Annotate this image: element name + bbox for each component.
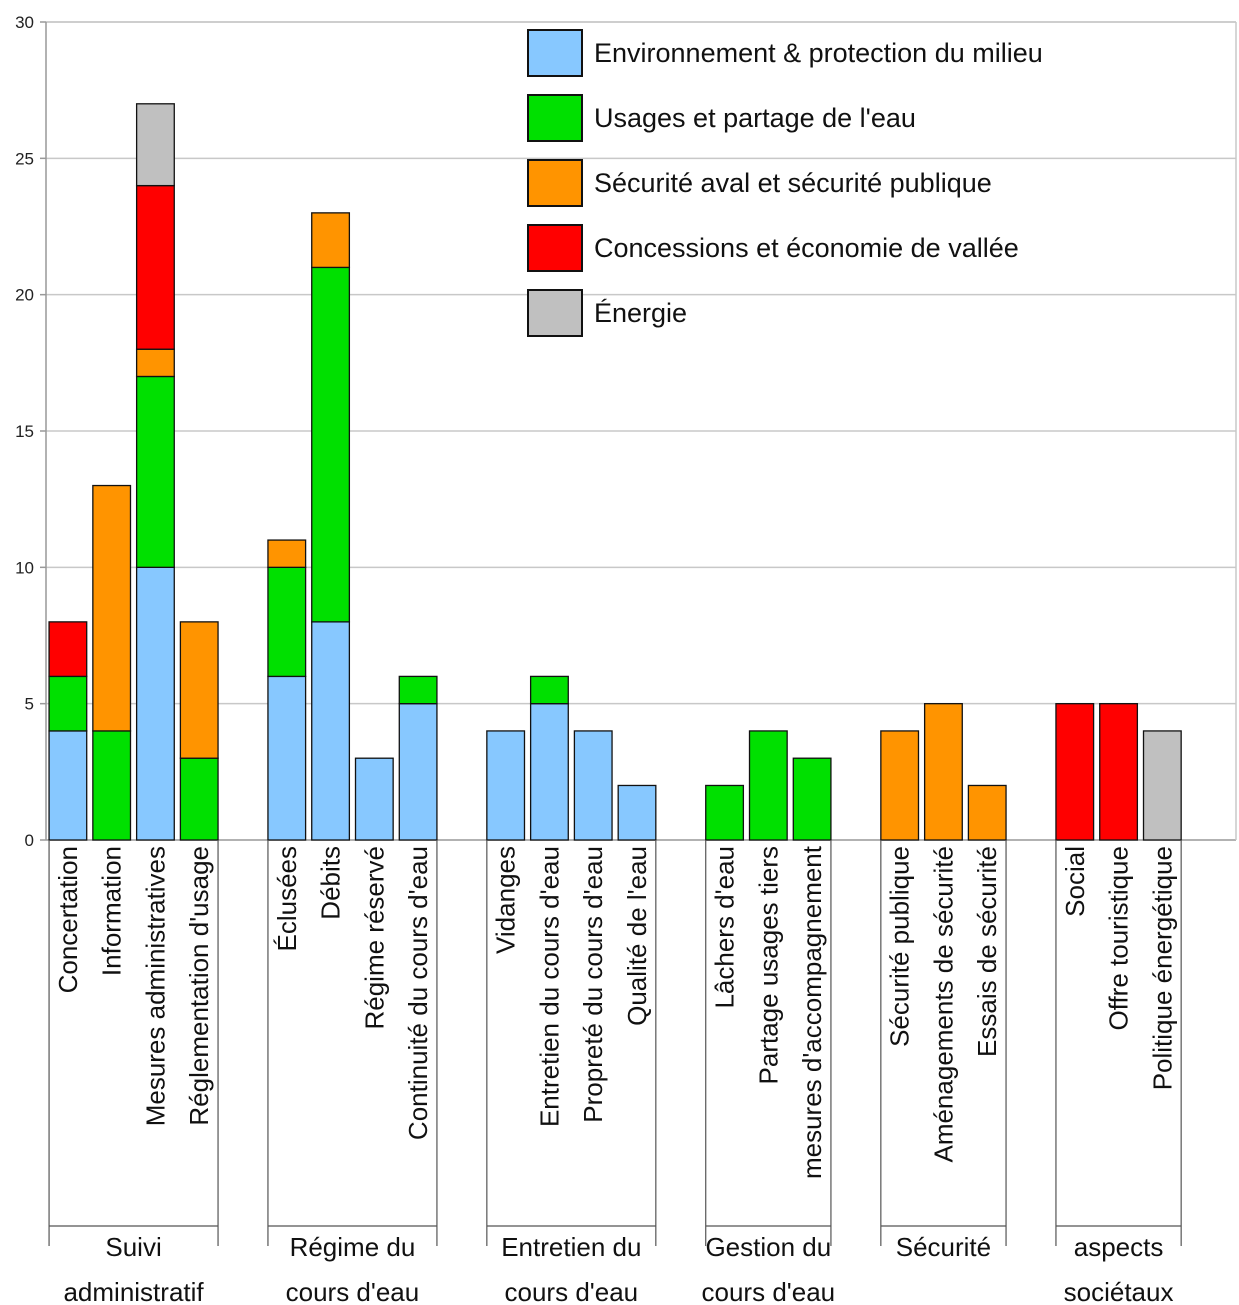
x-tick-label-eclusees: Éclusées xyxy=(272,846,302,952)
group-label-cours-d-eau: cours d'eau xyxy=(702,1277,836,1305)
legend-swatch-concessions-et-economie-de-vallee xyxy=(527,224,583,272)
group-label-aspects: aspects xyxy=(1074,1232,1164,1262)
group-label-securite: Sécurité xyxy=(896,1232,991,1262)
bar-essais-de-securite-securite-aval-et-securite-publique xyxy=(967,784,1007,841)
bar-mesures-administratives-securite-aval-et-securite-publique xyxy=(135,348,175,378)
bar-information-usages-et-partage-de-l-eau xyxy=(92,730,132,841)
bar-entretien-du-cours-d-eau-usages-et-partage-de-l-eau xyxy=(529,675,569,705)
bar-mesures-administratives-environnement-protection-du-milieu xyxy=(135,566,175,841)
x-tick-label-mesures-administratives: Mesures administratives xyxy=(140,846,170,1126)
bar-social-concessions-et-economie-de-vallee xyxy=(1055,703,1095,841)
legend-label-usages-et-partage-de-l-eau: Usages et partage de l'eau xyxy=(594,103,916,133)
bar-entretien-du-cours-d-eau-environnement-protection-du-milieu xyxy=(529,703,569,841)
bar-continuite-du-cours-d-eau-environnement-protection-du-milieu xyxy=(398,703,438,841)
legend-label-environnement-protection-du-milieu: Environnement & protection du milieu xyxy=(594,38,1043,68)
bar-mesures-d-accompagnement-usages-et-partage-de-l-eau xyxy=(792,757,832,841)
x-tick-label-vidanges: Vidanges xyxy=(491,846,521,954)
legend-label-energie: Énergie xyxy=(594,298,687,328)
bar-debits-usages-et-partage-de-l-eau xyxy=(311,266,351,623)
group-label-cours-d-eau: cours d'eau xyxy=(505,1277,639,1305)
x-tick-label-offre-touristique: Offre touristique xyxy=(1104,846,1134,1031)
x-tick-label-essais-de-securite: Essais de sécurité xyxy=(972,846,1002,1057)
bar-offre-touristique-concessions-et-economie-de-vallee xyxy=(1099,703,1139,841)
bars xyxy=(48,103,1182,841)
x-tick-label-securite-publique: Sécurité publique xyxy=(885,846,915,1047)
x-tick-label-politique-energetique: Politique énergétique xyxy=(1147,846,1177,1090)
y-tick-label: 25 xyxy=(15,149,34,168)
bar-lachers-d-eau-usages-et-partage-de-l-eau xyxy=(705,784,745,841)
bar-eclusees-environnement-protection-du-milieu xyxy=(267,675,307,841)
group-label-societaux: sociétaux xyxy=(1064,1277,1174,1305)
bar-proprete-du-cours-d-eau-environnement-protection-du-milieu xyxy=(573,730,613,841)
y-axis: 0 5 10 15 20 25 30 xyxy=(15,13,47,850)
legend: Environnement & protection du milieu Usag… xyxy=(527,29,1043,337)
group-label-administratif: administratif xyxy=(63,1277,204,1305)
group-label-cours-d-eau: cours d'eau xyxy=(286,1277,420,1305)
bar-mesures-administratives-energie xyxy=(135,103,175,187)
bar-eclusees-securite-aval-et-securite-publique xyxy=(267,539,307,568)
grid-lines xyxy=(46,21,1237,841)
bar-reglementation-d-usage-securite-aval-et-securite-publique xyxy=(179,621,219,759)
x-axis: Suivi administratif Concertation Informatio… xyxy=(48,840,1182,1305)
x-tick-label-reglementation-d-usage: Réglementation d'usage xyxy=(184,846,214,1126)
x-tick-label-mesures-d-accompagnement: mesures d'accompagnement xyxy=(797,845,827,1179)
x-tick-label-debits: Débits xyxy=(316,846,346,920)
group-label-suivi: Suivi xyxy=(105,1232,161,1262)
legend-label-securite-aval-et-securite-publique: Sécurité aval et sécurité publique xyxy=(594,168,992,198)
bar-concertation-usages-et-partage-de-l-eau xyxy=(48,675,88,732)
bar-mesures-administratives-concessions-et-economie-de-vallee xyxy=(135,184,175,350)
y-tick-label: 5 xyxy=(25,695,34,714)
bar-securite-publique-securite-aval-et-securite-publique xyxy=(880,730,920,841)
legend-swatch-energie xyxy=(527,289,583,337)
bar-qualite-de-l-eau-environnement-protection-du-milieu xyxy=(617,784,657,841)
x-tick-label-regime-reserve: Régime réservé xyxy=(359,846,389,1030)
bar-amenagements-de-securite-securite-aval-et-securite-publique xyxy=(923,703,963,841)
y-tick-label: 20 xyxy=(15,286,34,305)
bar-eclusees-usages-et-partage-de-l-eau xyxy=(267,566,307,678)
bar-reglementation-d-usage-usages-et-partage-de-l-eau xyxy=(179,757,219,841)
legend-swatch-environnement-protection-du-milieu xyxy=(527,29,583,77)
bar-continuite-du-cours-d-eau-usages-et-partage-de-l-eau xyxy=(398,675,438,705)
y-tick-label: 15 xyxy=(15,422,34,441)
group-label-regime-du: Régime du xyxy=(290,1232,416,1262)
legend-swatch-usages-et-partage-de-l-eau xyxy=(527,94,583,142)
x-tick-label-partage-usages-tiers: Partage usages tiers xyxy=(753,846,783,1084)
x-tick-label-lachers-d-eau: Lâchers d'eau xyxy=(710,846,740,1009)
x-tick-label-amenagements-de-securite: Aménagements de sécurité xyxy=(928,846,958,1163)
group-label-gestion-du: Gestion du xyxy=(705,1232,831,1262)
y-tick-label: 10 xyxy=(15,558,34,577)
bar-regime-reserve-environnement-protection-du-milieu xyxy=(354,757,394,841)
y-tick-label: 0 xyxy=(25,831,34,850)
legend-label-concessions-et-economie-de-vallee: Concessions et économie de vallée xyxy=(594,233,1019,263)
x-tick-label-social: Social xyxy=(1060,846,1090,917)
group-label-entretien-du: Entretien du xyxy=(501,1232,641,1262)
x-tick-label-entretien-du-cours-d-eau: Entretien du cours d'eau xyxy=(534,846,564,1127)
bar-vidanges-environnement-protection-du-milieu xyxy=(486,730,526,841)
bar-debits-securite-aval-et-securite-publique xyxy=(311,212,351,269)
bar-mesures-administratives-usages-et-partage-de-l-eau xyxy=(135,375,175,568)
x-tick-label-information: Information xyxy=(97,846,127,976)
x-tick-label-qualite-de-l-eau: Qualité de l'eau xyxy=(622,846,652,1026)
bar-concertation-environnement-protection-du-milieu xyxy=(48,730,88,841)
bar-concertation-concessions-et-economie-de-vallee xyxy=(48,621,88,678)
bar-debits-environnement-protection-du-milieu xyxy=(311,621,351,841)
bar-partage-usages-tiers-usages-et-partage-de-l-eau xyxy=(748,730,788,841)
x-tick-label-continuite-du-cours-d-eau: Continuité du cours d'eau xyxy=(403,846,433,1140)
y-tick-label: 30 xyxy=(15,13,34,32)
x-tick-label-concertation: Concertation xyxy=(53,846,83,993)
x-tick-label-proprete-du-cours-d-eau: Propreté du cours d'eau xyxy=(578,846,608,1123)
legend-swatch-securite-aval-et-securite-publique xyxy=(527,159,583,207)
bar-information-securite-aval-et-securite-publique xyxy=(92,484,132,732)
bar-politique-energetique-energie xyxy=(1142,730,1182,841)
